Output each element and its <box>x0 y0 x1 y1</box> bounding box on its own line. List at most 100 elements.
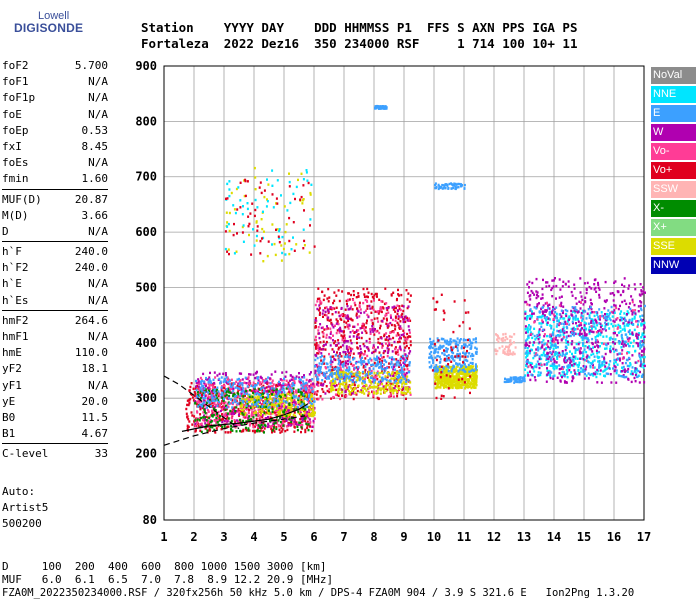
echo-point-e <box>300 384 303 387</box>
echo-point-sse <box>437 376 440 379</box>
echo-point-x- <box>206 401 208 404</box>
echo-point-e <box>201 385 204 388</box>
echo-point-sse <box>450 386 453 389</box>
echo-point-vo- <box>435 308 437 311</box>
echo-point-vo- <box>219 403 221 407</box>
echo-point-vo- <box>293 425 296 429</box>
echo-point-vo- <box>191 414 194 417</box>
echo-point-e <box>342 362 345 365</box>
echo-point-vo- <box>287 416 290 419</box>
echo-point-w <box>315 383 318 386</box>
echo-point-e <box>254 403 256 406</box>
echo-point-sse <box>288 397 291 400</box>
echo-point-e <box>458 358 461 361</box>
echo-point-e <box>379 354 382 357</box>
echo-point-w <box>634 361 637 364</box>
echo-point-sse <box>448 372 451 375</box>
echo-point-e <box>328 377 330 380</box>
echo-point-vo- <box>325 314 328 317</box>
echo-point-w <box>361 331 364 334</box>
echo-point-e <box>432 366 435 370</box>
echo-point-x- <box>198 419 201 422</box>
echo-point-e <box>346 354 349 357</box>
echo-point-e <box>377 380 380 384</box>
echo-point-vo- <box>277 407 280 410</box>
echo-point-vo- <box>371 321 374 325</box>
echo-point-e <box>274 394 277 397</box>
echo-point-e <box>398 364 401 367</box>
echo-point-nne <box>562 333 565 336</box>
echo-point-e <box>464 354 467 357</box>
echo-point-sse <box>282 405 285 408</box>
echo-point-vo- <box>397 317 400 321</box>
echo-point-e <box>475 340 478 344</box>
echo-point-sse <box>457 383 460 386</box>
echo-point-sse <box>467 384 470 387</box>
echo-point-e <box>208 400 211 404</box>
echo-point-vo- <box>349 352 352 355</box>
echo-point-nne <box>608 363 611 366</box>
echo-point-e <box>287 385 290 388</box>
echo-point-e <box>216 386 219 389</box>
echo-point-w <box>271 391 274 394</box>
echo-point-w <box>399 363 402 367</box>
echo-point-vo- <box>359 356 362 360</box>
echo-point-nne <box>640 324 643 327</box>
echo-point-w <box>300 417 303 420</box>
echo-point-nne <box>560 330 563 333</box>
echo-point-nne <box>583 321 586 324</box>
echo-point-e <box>308 395 310 398</box>
echo-point-e <box>199 386 202 389</box>
echo-point-w <box>253 389 256 392</box>
echo-point-vo- <box>376 317 379 320</box>
echo-point-vo- <box>386 375 389 379</box>
echo-point-nne <box>585 322 588 325</box>
echo-point-sse <box>300 412 303 416</box>
echo-point-sse <box>312 407 315 410</box>
echo-point-e <box>462 343 465 346</box>
echo-point-e <box>372 367 375 370</box>
echo-point-vo- <box>189 398 192 401</box>
echo-point-vo- <box>381 344 384 347</box>
echo-point-nne <box>526 331 529 334</box>
echo-point-vo- <box>301 423 304 427</box>
echo-point-e <box>242 401 245 404</box>
echo-point-vo- <box>353 301 356 305</box>
echo-point-nne <box>569 363 572 367</box>
echo-point-sse <box>406 390 409 394</box>
echo-point-w <box>399 347 402 350</box>
echo-point-e <box>250 384 253 388</box>
echo-point-w <box>204 418 207 421</box>
echo-point-sse <box>245 398 248 401</box>
echo-point-e <box>338 355 341 358</box>
echo-point-x- <box>212 389 215 392</box>
echo-point-w <box>308 408 311 411</box>
echo-point-sse <box>472 374 475 377</box>
parameter-value: N/A <box>88 330 108 343</box>
echo-point-sse <box>402 381 405 384</box>
echo-point-nne <box>596 313 599 316</box>
echo-point-nne <box>589 366 592 369</box>
echo-point-vo- <box>334 393 337 396</box>
echo-point-vo- <box>207 421 209 424</box>
echo-point-nne <box>642 333 645 337</box>
echo-point-x- <box>284 394 287 397</box>
echo-point-nne <box>630 370 633 373</box>
echo-point-w <box>285 370 288 374</box>
echo-point-sse <box>334 380 336 383</box>
echo-point-w <box>346 314 349 317</box>
echo-point-vo- <box>317 309 320 312</box>
echo-point-vo- <box>396 332 399 335</box>
echo-point-vo- <box>394 315 397 318</box>
echo-point-sse <box>283 404 286 407</box>
echo-point-e <box>376 355 378 358</box>
echo-point-vo- <box>316 297 319 301</box>
echo-point-w <box>319 323 322 326</box>
echo-point-sse <box>332 388 335 392</box>
echo-point-e <box>205 376 207 380</box>
echo-point-e <box>469 339 471 342</box>
echo-point-e <box>360 363 363 366</box>
echo-point-vo- <box>186 415 189 418</box>
echo-point-vo- <box>213 419 216 422</box>
echo-point-vo- <box>408 386 411 389</box>
